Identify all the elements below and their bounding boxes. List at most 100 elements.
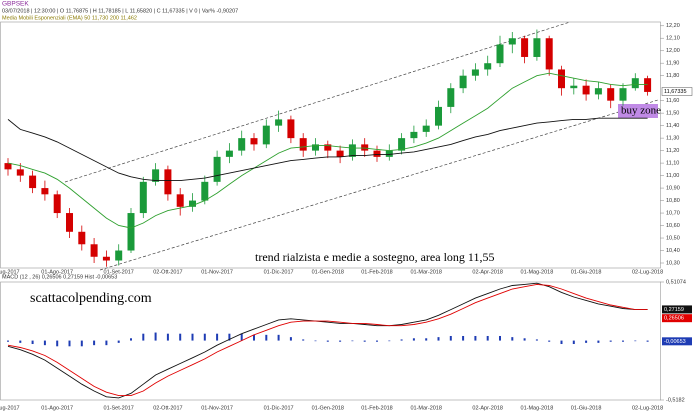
- hist-bar: [597, 340, 600, 343]
- y-tick-label: 0,51074: [666, 279, 686, 285]
- candle-body: [66, 213, 73, 232]
- candle-body: [164, 169, 172, 195]
- candle-body: [152, 169, 160, 182]
- candle-body: [496, 44, 504, 64]
- hist-bar: [191, 333, 194, 341]
- hist-bar: [265, 334, 268, 341]
- y-tick-label: 11,00: [666, 173, 679, 179]
- candle-body: [250, 138, 258, 145]
- hist-bar: [216, 333, 219, 341]
- candle-body: [644, 78, 652, 92]
- price-frame: [0, 21, 661, 269]
- last-price-box: [661, 87, 693, 96]
- hist-bar: [253, 334, 255, 341]
- hist-bar: [560, 340, 563, 345]
- x-tick-label: 01-Gen-2018: [312, 269, 344, 275]
- channel-upper: [64, 21, 571, 183]
- x-tick-label: 01-Nov-2017: [201, 269, 233, 275]
- hist-bar: [142, 333, 145, 341]
- candle-body: [213, 156, 221, 182]
- y-tick-label: 11,60: [666, 98, 679, 104]
- x-tick-label: 02-Apr-2018: [472, 269, 503, 275]
- ema-line: [7, 117, 648, 182]
- y-tick-label: 12,00: [666, 48, 680, 54]
- last-value: 0,27159: [664, 307, 684, 313]
- candle-body: [508, 38, 516, 45]
- x-tick-label: 02-Ott-2017: [153, 269, 182, 275]
- hist-bar: [548, 340, 551, 342]
- candle-body: [78, 231, 86, 245]
- candle-body: [631, 78, 639, 89]
- hist-bar: [105, 340, 108, 346]
- candle-body: [324, 144, 332, 151]
- candle-body: [4, 163, 12, 170]
- macd-legend: MACD (12 , 26) 0,26506 0,27159 Hist -0,0…: [2, 274, 117, 280]
- annotation: trend rialzista e medie a sostegno, area…: [255, 250, 494, 264]
- hist-bar: [634, 340, 637, 342]
- x-tick-label: 01-Mar-2018: [410, 269, 442, 275]
- hist-bar: [43, 340, 46, 346]
- hist-bar: [499, 335, 501, 341]
- indicator: Media Mobili Esponenziali (EMA) 50 11,73…: [2, 15, 137, 21]
- candle-body: [275, 119, 283, 126]
- hist-bar: [363, 340, 366, 342]
- hist-bar: [622, 340, 624, 342]
- candle-body: [422, 125, 430, 132]
- candle-body: [607, 88, 615, 101]
- buy-zone-box: [618, 104, 658, 118]
- candle-body: [336, 150, 344, 157]
- candle-body: [262, 125, 270, 145]
- hist-bar: [462, 335, 465, 341]
- candle-body: [238, 138, 246, 151]
- candle-body: [521, 38, 529, 57]
- y-tick-label: 10,30: [666, 260, 680, 266]
- candle-body: [139, 181, 147, 214]
- y-tick-label: 11,30: [666, 136, 679, 142]
- hist-bar: [203, 333, 206, 341]
- x-tick-label: 01-Gen-2018: [312, 405, 344, 411]
- candle-body: [619, 88, 627, 101]
- x-tick-label: Lug-2017: [0, 405, 20, 411]
- candle-body: [299, 138, 307, 151]
- candle-body: [435, 106, 442, 126]
- hist-bar: [7, 340, 9, 342]
- y-tick-label: 11,20: [666, 148, 679, 154]
- hist-bar: [68, 340, 71, 347]
- watermark: scattacolpending.com: [30, 291, 152, 306]
- y-tick-label: -0,5182: [666, 397, 685, 403]
- candle-body: [102, 256, 110, 261]
- y-tick-label: 11,50: [666, 111, 679, 117]
- x-tick-label: 01-Set-2017: [104, 269, 134, 275]
- hist-bar: [302, 339, 305, 341]
- candle-body: [471, 69, 479, 76]
- hist-bar: [425, 338, 428, 341]
- candle-body: [312, 144, 319, 151]
- hist-bar: [326, 340, 329, 342]
- y-tick-label: 10,40: [666, 248, 680, 254]
- hist-bar: [314, 340, 317, 342]
- candle-body: [594, 88, 602, 95]
- x-tick-label: 01-Feb-2018: [361, 269, 393, 275]
- candle-body: [287, 119, 295, 139]
- hist-bar: [376, 340, 378, 342]
- last-value-box: [662, 337, 692, 346]
- x-tick-label: 02-Lug-2018: [632, 405, 663, 411]
- macd-frame: [0, 281, 661, 401]
- hist-bar: [154, 332, 157, 341]
- candle-body: [545, 38, 553, 70]
- hist-bar: [585, 340, 588, 343]
- x-tick-label: 01-Giu-2018: [571, 269, 602, 275]
- candle-body: [410, 131, 418, 139]
- ema-line: [7, 72, 648, 229]
- channel-lower: [99, 99, 659, 271]
- y-tick-label: 11,40: [666, 123, 679, 129]
- x-tick-label: 01-Feb-2018: [361, 405, 393, 411]
- hist-bar: [19, 340, 22, 343]
- hist-bar: [56, 340, 59, 347]
- hist-bar: [412, 338, 415, 341]
- y-tick-label: 10,50: [666, 235, 680, 241]
- y-tick-label: 11,10: [666, 161, 679, 167]
- last-value-box: [662, 305, 692, 314]
- x-tick-label: 01-Nov-2017: [201, 405, 233, 411]
